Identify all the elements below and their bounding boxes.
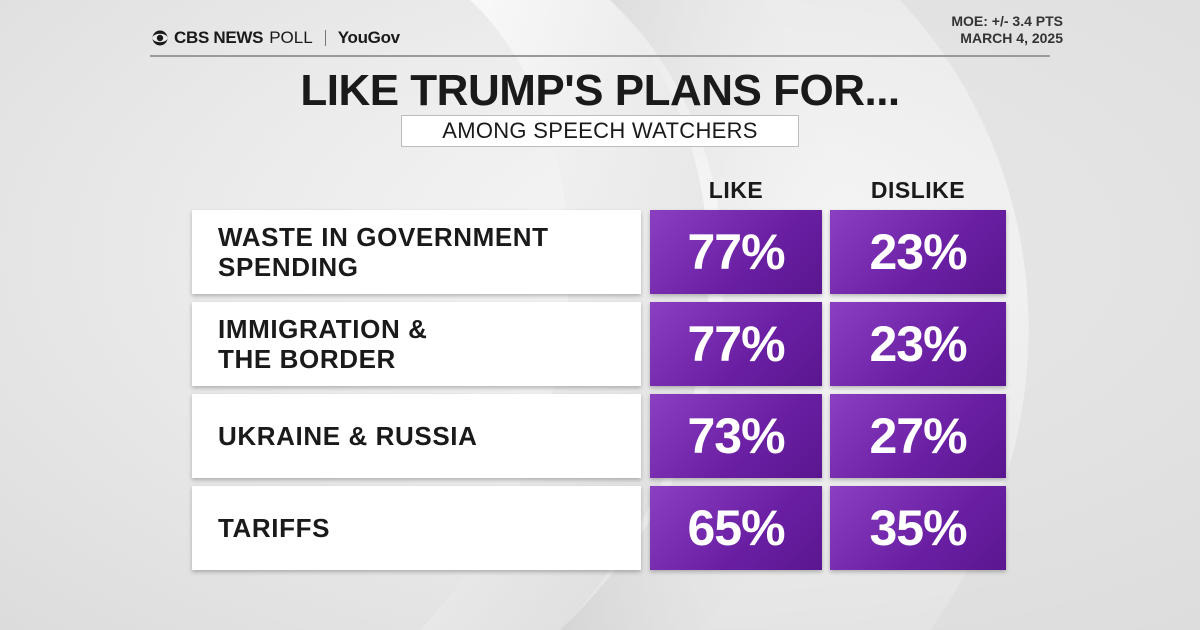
like-value-cell: 77% [650, 210, 822, 294]
row-label-line: SPENDING [218, 252, 359, 282]
cbs-news-poll-logo: CBS NEWS POLL YouGov [152, 27, 400, 49]
column-header-like: LIKE [708, 177, 764, 203]
column-header-dislike: DISLIKE [870, 177, 966, 203]
row-label: UKRAINE & RUSSIA [192, 394, 641, 478]
chart-subtitle: AMONG SPEECH WATCHERS [401, 115, 799, 147]
dislike-value-cell: 27% [830, 394, 1006, 478]
row-label-line: IMMIGRATION & [218, 314, 428, 344]
header-divider [150, 55, 1050, 57]
row-label-line: WASTE IN GOVERNMENT [218, 222, 549, 252]
chart-title: LIKE TRUMP'S PLANS FOR... [300, 66, 900, 115]
like-value-cell: 73% [650, 394, 822, 478]
row-label: WASTE IN GOVERNMENT SPENDING [192, 210, 641, 294]
row-label-line: TARIFFS [218, 513, 331, 543]
row-label-line: THE BORDER [218, 344, 396, 374]
brand-poll: POLL [269, 28, 313, 47]
brand-separator [324, 30, 326, 46]
brand-yougov: YouGov [337, 28, 400, 47]
brand-cbs-news: CBS NEWS [174, 28, 264, 47]
poll-metadata: MOE: +/- 3.4 PTS MARCH 4, 2025 [951, 13, 1063, 47]
dislike-value-cell: 23% [830, 302, 1006, 386]
dislike-value-cell: 35% [830, 486, 1006, 570]
margin-of-error: MOE: +/- 3.4 PTS [951, 13, 1063, 29]
cbs-eye-icon [152, 30, 168, 46]
row-label-line: UKRAINE & RUSSIA [218, 421, 478, 451]
row-label: IMMIGRATION & THE BORDER [192, 302, 641, 386]
like-value-cell: 77% [650, 302, 822, 386]
like-value-cell: 65% [650, 486, 822, 570]
row-label: TARIFFS [192, 486, 641, 570]
poll-date: MARCH 4, 2025 [960, 30, 1063, 46]
dislike-value-cell: 23% [830, 210, 1006, 294]
